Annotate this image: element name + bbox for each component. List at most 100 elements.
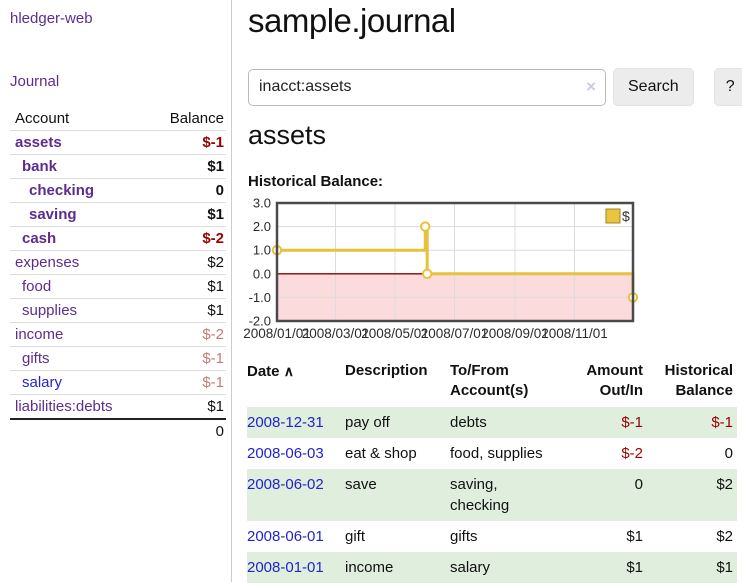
account-link[interactable]: liabilities:debts	[15, 398, 113, 415]
account-balance: 0	[215, 182, 224, 199]
chart-frame	[275, 201, 635, 323]
transaction-balance: $-1	[711, 414, 733, 431]
account-row: expenses $2	[10, 250, 226, 275]
account-link[interactable]: food	[22, 278, 52, 295]
account-row: saving $1	[10, 202, 226, 227]
accounts-total-row: 0	[10, 419, 226, 443]
account-balance: $-1	[202, 134, 224, 151]
account-row: food $1	[10, 274, 226, 299]
account-balance: $-1	[202, 350, 224, 367]
y-axis-tick-label: 3.0	[253, 198, 271, 211]
help-button[interactable]: ?	[713, 68, 742, 106]
x-axis-tick-label: 2008/11/01	[541, 326, 608, 341]
account-row: income $-2	[10, 322, 226, 347]
search-input[interactable]	[248, 68, 606, 106]
amount-column-header: Amount Out/In	[586, 362, 643, 399]
y-axis-tick-label: 2.0	[253, 219, 271, 234]
account-balance: $1	[207, 206, 224, 223]
account-balance: $-1	[202, 374, 224, 391]
account-balance: $1	[207, 158, 224, 175]
balance-column-header: Historical Balance	[664, 362, 733, 399]
legend-label: $	[622, 208, 630, 224]
chart-title: Historical Balance:	[248, 173, 384, 190]
account-row: bank $1	[10, 154, 226, 179]
transaction-date-link[interactable]: 2008-12-31	[247, 414, 324, 431]
transaction-row: 2008-06-02 save saving, checking 0 $2	[247, 469, 737, 521]
account-row: liabilities:debts $1	[10, 394, 226, 420]
x-axis-tick-label: 2008/05/01	[361, 326, 429, 341]
date-header-label: Date	[247, 363, 280, 380]
transaction-balance: 0	[724, 445, 733, 462]
account-link[interactable]: checking	[29, 182, 95, 199]
transaction-amount: $1	[626, 528, 643, 545]
sidebar: hledger-web Journal Account Balance asse…	[0, 0, 232, 582]
account-link[interactable]: gifts	[22, 350, 50, 367]
transaction-date-link[interactable]: 2008-06-02	[247, 476, 324, 493]
transaction-date-link[interactable]: 2008-06-01	[247, 528, 324, 545]
transaction-row: 2008-12-31 pay off debts $-1 $-1	[247, 407, 737, 438]
accounts-column-header: To/From Account(s)	[450, 362, 529, 399]
transaction-date-link[interactable]: 2008-01-01	[247, 559, 324, 576]
date-column-header[interactable]: Date ∧	[247, 357, 345, 407]
x-axis-tick-label: 2008/01/01	[243, 326, 311, 341]
account-balance: $1	[207, 398, 224, 415]
sidebar-item-journal[interactable]: Journal	[10, 73, 60, 90]
account-balance: $2	[207, 254, 224, 271]
transaction-description: eat & shop	[345, 445, 417, 462]
balance-column-header: Balance	[169, 110, 224, 127]
accounts-header-row: Account Balance	[10, 107, 226, 131]
transaction-accounts: food, supplies	[450, 445, 543, 462]
account-row: assets $-1	[10, 130, 226, 155]
transaction-balance: $2	[716, 476, 733, 493]
search-box: ×	[248, 68, 606, 106]
account-link[interactable]: cash	[22, 230, 57, 247]
account-link[interactable]: saving	[29, 206, 77, 223]
y-axis-tick-label: 0.0	[253, 266, 271, 281]
transaction-amount: $1	[626, 559, 643, 576]
account-link[interactable]: income	[15, 326, 64, 343]
account-row: cash $-2	[10, 226, 226, 251]
transaction-description: pay off	[345, 414, 390, 431]
account-row: checking 0	[10, 178, 226, 203]
y-axis-tick-label: -2.0	[249, 314, 271, 329]
balance-chart: $3.0 2.0 1.0 0.0 -1.0 -2.0 2008/01/01 2008/03/0…	[232, 196, 712, 348]
x-axis-tick-label: 2008/09/01	[481, 326, 549, 341]
transaction-date-link[interactable]: 2008-06-03	[247, 445, 324, 462]
account-row: gifts $-1	[10, 346, 226, 371]
accounts-column-header: Account	[15, 110, 70, 127]
account-row: supplies $1	[10, 298, 226, 323]
transaction-balance: $1	[716, 559, 733, 576]
transaction-description: gift	[345, 528, 366, 545]
account-link[interactable]: supplies	[22, 302, 78, 319]
y-axis-tick-label: -1.0	[249, 290, 271, 305]
account-link[interactable]: bank	[22, 158, 58, 175]
transaction-accounts: debts	[450, 414, 487, 431]
legend-swatch	[605, 208, 621, 224]
accounts-total-value: 0	[215, 423, 224, 440]
register-header-row: Date ∧ Description To/From Account(s) Amo…	[247, 357, 737, 407]
transaction-amount: $-1	[621, 414, 643, 431]
clear-search-icon[interactable]: ×	[586, 76, 596, 96]
transaction-accounts: salary	[450, 559, 491, 576]
search-form: × Search ?	[248, 68, 742, 106]
register-table: Date ∧ Description To/From Account(s) Amo…	[247, 357, 737, 583]
account-link[interactable]: assets	[15, 134, 62, 151]
transaction-amount: $-2	[621, 445, 643, 462]
transaction-row: 2008-06-01 gift gifts $1 $2	[247, 521, 737, 552]
transaction-row: 2008-06-03 eat & shop food, supplies $-2 0	[247, 438, 737, 469]
app-brand-link[interactable]: hledger-web	[10, 10, 93, 27]
data-point-marker	[420, 221, 431, 232]
account-balance: $1	[207, 302, 224, 319]
transaction-accounts: gifts	[450, 528, 478, 545]
search-button[interactable]: Search	[613, 68, 694, 106]
transaction-accounts: saving, checking	[450, 476, 510, 514]
data-point-marker	[422, 268, 433, 280]
account-link[interactable]: salary	[22, 374, 63, 391]
transaction-description: save	[345, 476, 377, 493]
account-link[interactable]: expenses	[15, 254, 80, 271]
account-balance: $1	[207, 278, 224, 295]
description-column-header: Description	[345, 362, 428, 379]
transaction-row: 2008-01-01 income salary $1 $1	[247, 552, 737, 583]
page-title: sample.journal	[248, 2, 456, 39]
main-content: sample.journal × Search ? assets Histori…	[232, 0, 742, 583]
